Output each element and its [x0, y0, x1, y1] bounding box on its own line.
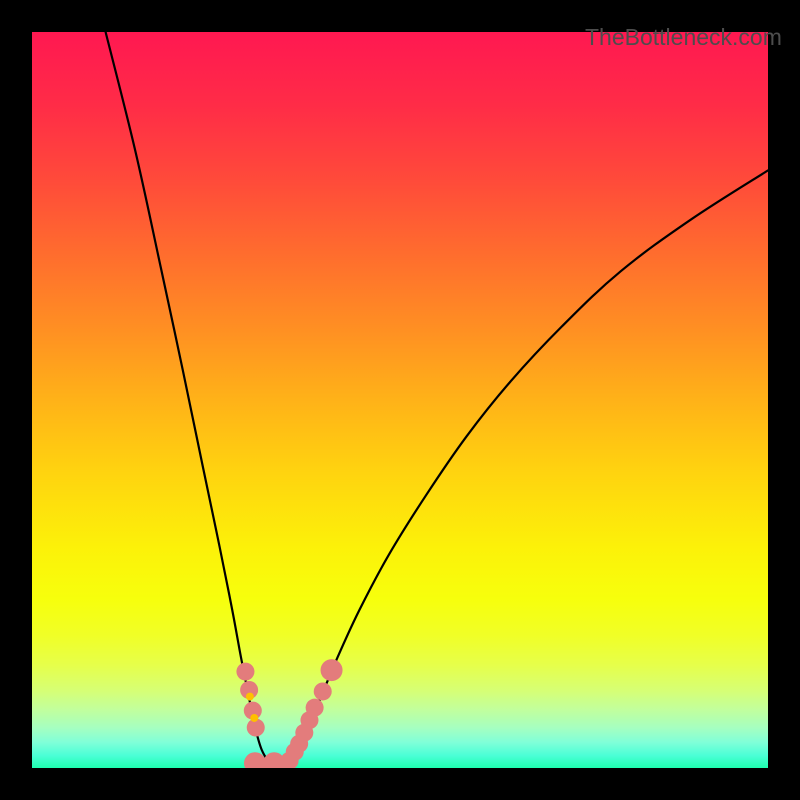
curve-left-branch: [106, 32, 272, 766]
data-marker: [236, 663, 254, 681]
data-marker: [244, 752, 266, 768]
plot-area: [32, 32, 768, 768]
data-marker-accent: [246, 693, 254, 701]
chart-svg: [32, 32, 768, 768]
chart-canvas: TheBottleneck.com: [0, 0, 800, 800]
curve-right-branch: [286, 170, 768, 765]
data-marker: [306, 699, 324, 717]
watermark-text: TheBottleneck.com: [585, 24, 782, 51]
data-marker-accent: [250, 714, 258, 722]
data-marker: [321, 659, 343, 681]
data-marker: [314, 682, 332, 700]
